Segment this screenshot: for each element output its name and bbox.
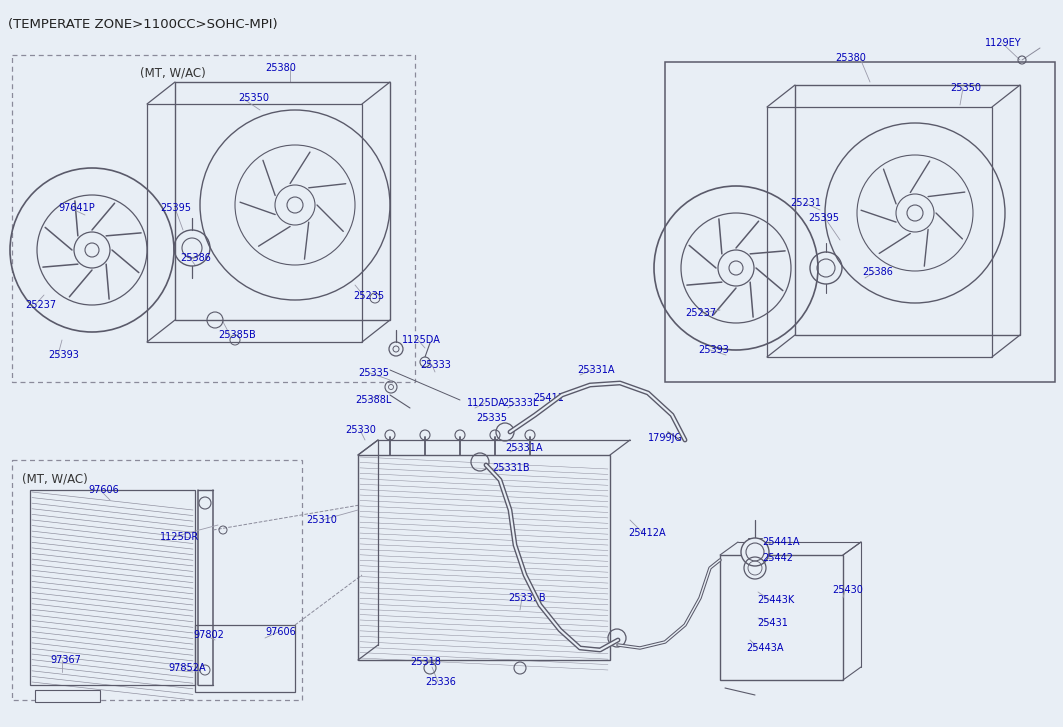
Text: (MT, W/AC): (MT, W/AC) (140, 67, 206, 80)
Text: 25385B: 25385B (218, 330, 256, 340)
Text: 25237: 25237 (26, 300, 56, 310)
Text: 25333: 25333 (420, 360, 451, 370)
Bar (30, 490, 195, 685)
Text: 25443A: 25443A (746, 643, 783, 653)
Text: 25393: 25393 (698, 345, 729, 355)
Text: 25330: 25330 (345, 425, 376, 435)
Text: 25318: 25318 (410, 657, 441, 667)
Text: 25336: 25336 (425, 677, 456, 687)
Text: 25333L: 25333L (502, 398, 538, 408)
Text: 25380: 25380 (265, 63, 296, 73)
Bar (720, 555, 843, 680)
Text: 25386: 25386 (180, 253, 210, 263)
Text: 25430: 25430 (832, 585, 863, 595)
Text: 1129EY: 1129EY (985, 38, 1022, 48)
Text: 97606: 97606 (265, 627, 296, 637)
Text: 97606: 97606 (88, 485, 119, 495)
Text: 25431: 25431 (757, 618, 788, 628)
Text: 97802: 97802 (193, 630, 224, 640)
Text: 25443K: 25443K (757, 595, 794, 605)
Text: 25395: 25395 (808, 213, 839, 223)
Text: 25350: 25350 (950, 83, 981, 93)
Text: 25441A: 25441A (762, 537, 799, 547)
Text: 25380: 25380 (836, 53, 866, 63)
Bar (35, 690, 100, 702)
Text: 25412A: 25412A (628, 528, 665, 538)
Text: 1125DA: 1125DA (467, 398, 506, 408)
Text: 97641P: 97641P (58, 203, 95, 213)
Text: 25350: 25350 (238, 93, 269, 103)
Text: 25331B: 25331B (492, 463, 529, 473)
Text: 97367: 97367 (50, 655, 81, 665)
Text: 25310: 25310 (306, 515, 337, 525)
Text: 25388L: 25388L (355, 395, 391, 405)
Text: 25237: 25237 (685, 308, 716, 318)
Circle shape (741, 538, 769, 566)
Text: 25335: 25335 (476, 413, 507, 423)
Bar (12, 55, 415, 382)
Text: 25331B: 25331B (508, 593, 545, 603)
Text: 25231: 25231 (790, 198, 821, 208)
Bar (358, 455, 610, 660)
Text: (MT, W/AC): (MT, W/AC) (22, 472, 88, 485)
Text: 25335: 25335 (358, 368, 389, 378)
Text: (TEMPERATE ZONE>1100CC>SOHC-MPI): (TEMPERATE ZONE>1100CC>SOHC-MPI) (9, 18, 277, 31)
Text: 97852A: 97852A (168, 663, 205, 673)
Bar (12, 460, 302, 700)
Text: 25442: 25442 (762, 553, 793, 563)
Text: 25331A: 25331A (505, 443, 542, 453)
Text: 25235: 25235 (353, 291, 384, 301)
Text: 25331A: 25331A (577, 365, 614, 375)
Bar (195, 625, 296, 692)
Text: 1799JG: 1799JG (648, 433, 684, 443)
Bar (665, 62, 1054, 382)
Text: 1125DA: 1125DA (402, 335, 441, 345)
Text: 25393: 25393 (48, 350, 79, 360)
Text: 25411: 25411 (533, 393, 563, 403)
Text: 1125DR: 1125DR (161, 532, 199, 542)
Text: 25395: 25395 (161, 203, 191, 213)
Text: 25386: 25386 (862, 267, 893, 277)
